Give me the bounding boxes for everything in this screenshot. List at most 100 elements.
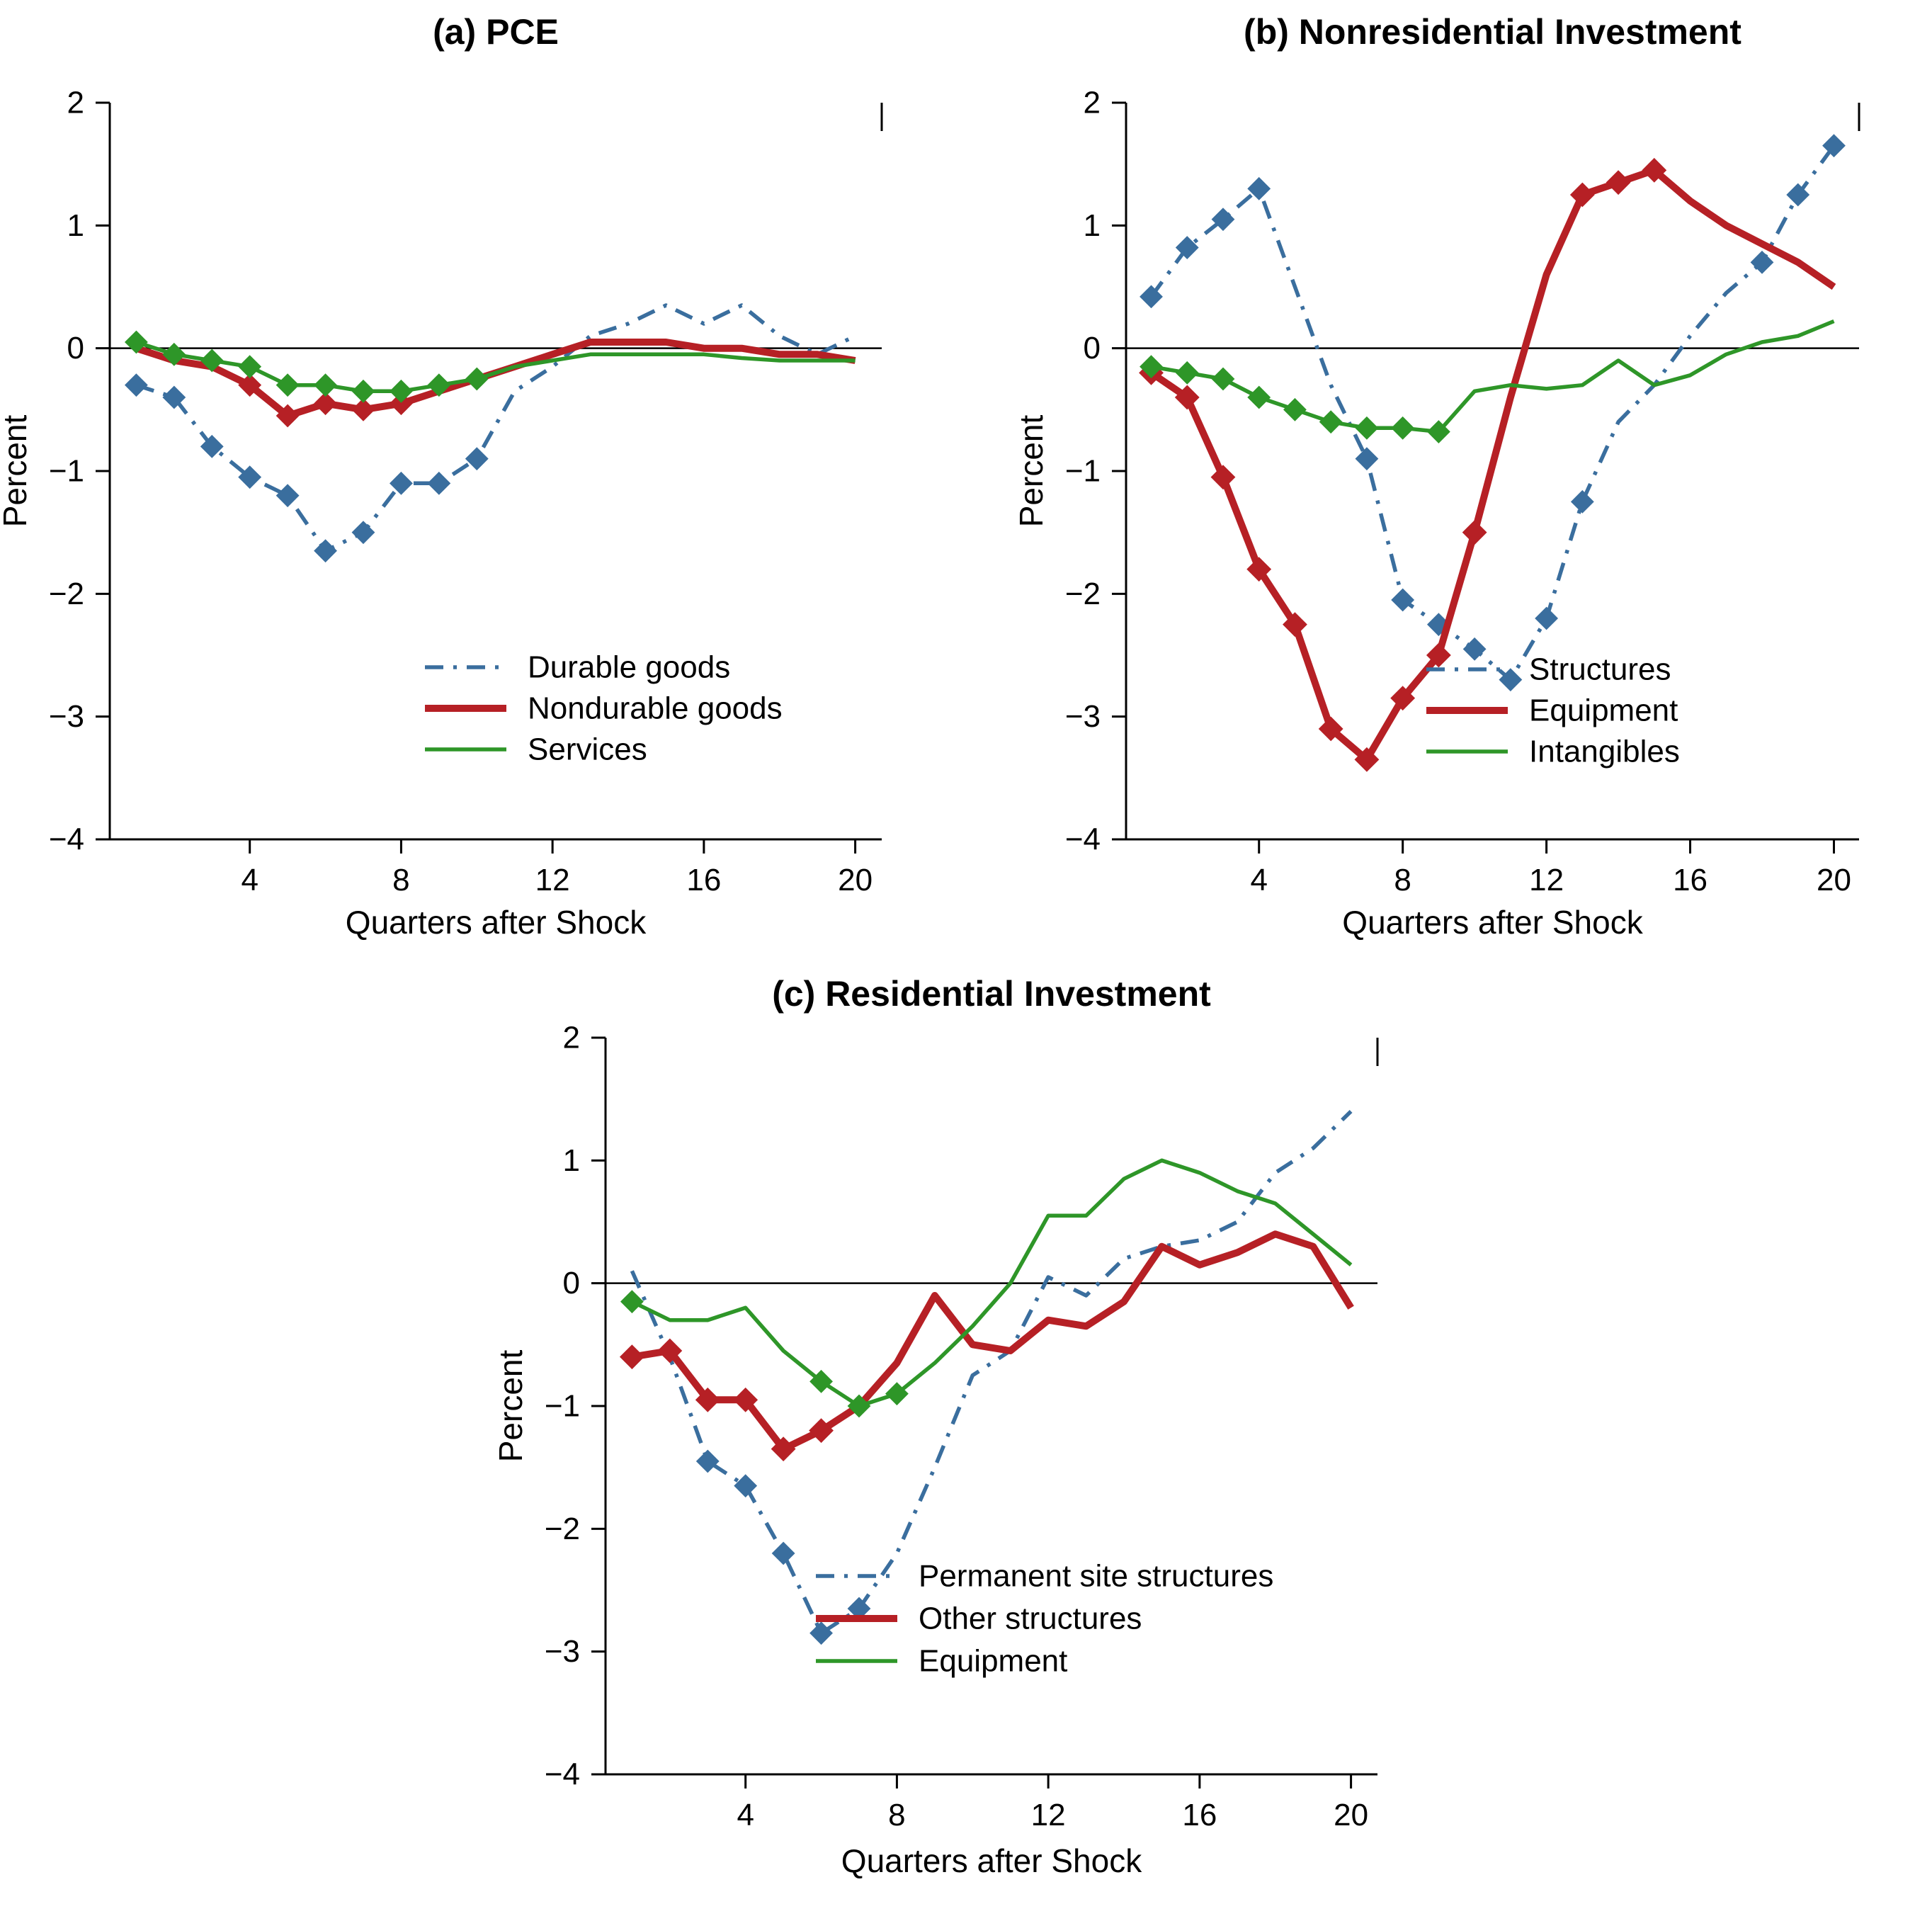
marker-diamond xyxy=(1210,465,1236,490)
y-tick-label: 2 xyxy=(67,86,84,120)
y-tick-label: −3 xyxy=(545,1634,580,1669)
marker-diamond xyxy=(1319,410,1343,434)
y-axis-label: Percent xyxy=(1013,415,1050,528)
x-tick-label: 16 xyxy=(1182,1798,1217,1832)
legend: Permanent site structures Other structure… xyxy=(816,1559,1273,1679)
marker-diamond xyxy=(238,355,262,379)
y-tick-label: 0 xyxy=(67,331,84,365)
marker-diamond xyxy=(695,1449,720,1473)
y-tick-label: 1 xyxy=(67,208,84,243)
marker-diamond xyxy=(771,1541,795,1565)
legend-label: Equipment xyxy=(1529,693,1678,728)
marker-diamond xyxy=(314,373,337,397)
marker-diamond xyxy=(275,484,300,508)
y-tick-label: 0 xyxy=(1084,331,1101,365)
marker-diamond xyxy=(1246,557,1272,582)
marker-diamond xyxy=(1283,612,1307,637)
legend-label: Services xyxy=(528,732,647,767)
marker-diamond xyxy=(275,373,300,397)
x-tick-label: 4 xyxy=(1250,863,1267,897)
marker-diamond xyxy=(1569,182,1595,208)
marker-diamond xyxy=(620,1290,644,1314)
marker-diamond xyxy=(733,1387,758,1412)
marker-diamond xyxy=(314,392,337,416)
x-tick-label: 16 xyxy=(1673,863,1707,897)
legend: Durable goods Nondurable goods Services xyxy=(425,650,783,767)
marker-diamond xyxy=(124,330,148,354)
marker-diamond xyxy=(1247,385,1271,409)
panel-residential-investment: −4 −3 −2 −1 0 1 2 4 8 12 16 20 (c) Residential Inves… xyxy=(483,958,1449,1916)
marker-diamond xyxy=(1355,416,1379,440)
marker-diamond xyxy=(809,1369,833,1393)
marker-diamond xyxy=(1570,489,1594,514)
marker-diamond xyxy=(351,521,375,545)
panel-pce: −4 −3 −2 −1 0 1 2 4 8 12 16 20 (a) PCE Quarters after… xyxy=(0,0,966,962)
x-tick-label: 20 xyxy=(1334,1798,1368,1832)
marker-diamond xyxy=(124,373,148,397)
x-tick-label: 8 xyxy=(1394,863,1411,897)
marker-diamond xyxy=(275,404,300,428)
marker-diamond xyxy=(1822,134,1846,158)
chart-title: (b) Nonresidential Investment xyxy=(1244,12,1741,52)
marker-diamond xyxy=(390,392,413,416)
marker-diamond xyxy=(427,471,451,495)
marker-diamond xyxy=(771,1436,796,1462)
marker-diamond xyxy=(657,1338,683,1364)
marker-diamond xyxy=(1426,420,1450,443)
marker-diamond xyxy=(238,373,262,397)
marker-diamond xyxy=(351,397,375,421)
y-tick-label: 2 xyxy=(1084,86,1101,120)
series-line-other-structures xyxy=(631,1230,1354,1453)
marker-diamond xyxy=(809,1418,834,1444)
legend-label: Equipment xyxy=(919,1644,1067,1679)
y-tick-label: −1 xyxy=(1065,454,1101,489)
marker-diamond xyxy=(200,348,224,373)
x-tick-label: 4 xyxy=(241,863,258,897)
x-tick-label: 16 xyxy=(686,863,721,897)
chart-title: (a) PCE xyxy=(433,12,559,52)
marker-diamond xyxy=(1462,637,1487,661)
series-line-structures xyxy=(1149,144,1836,682)
marker-diamond xyxy=(1354,747,1380,772)
legend-label: Intangibles xyxy=(1529,735,1680,769)
marker-diamond xyxy=(1750,250,1774,274)
marker-diamond xyxy=(427,373,451,397)
y-tick-label: −3 xyxy=(49,699,84,734)
marker-diamond xyxy=(1355,447,1379,471)
marker-diamond xyxy=(1247,176,1271,200)
marker-diamond xyxy=(885,1382,909,1406)
marker-diamond xyxy=(1391,588,1415,612)
marker-diamond xyxy=(1642,157,1667,183)
y-tick-label: −3 xyxy=(1065,699,1101,734)
marker-diamond xyxy=(1283,397,1307,421)
legend-label: Structures xyxy=(1529,652,1671,687)
marker-diamond xyxy=(1175,361,1199,385)
chart-title: (c) Residential Investment xyxy=(772,974,1211,1014)
series-line-durable-goods xyxy=(135,303,856,553)
y-tick-label: 1 xyxy=(1084,208,1101,243)
marker-diamond xyxy=(1140,355,1163,379)
y-tick-label: −4 xyxy=(1065,822,1101,857)
x-tick-label: 20 xyxy=(1817,863,1851,897)
marker-diamond xyxy=(1211,208,1235,232)
marker-diamond xyxy=(162,342,186,366)
y-tick-label: −1 xyxy=(49,454,84,489)
marker-diamond xyxy=(695,1387,720,1412)
x-tick-label: 8 xyxy=(888,1798,905,1832)
marker-diamond xyxy=(847,1394,871,1418)
marker-diamond xyxy=(162,385,186,409)
x-tick-label: 8 xyxy=(392,863,409,897)
legend-label: Durable goods xyxy=(528,650,730,685)
marker-diamond xyxy=(619,1344,644,1370)
y-axis-label: Percent xyxy=(492,1350,529,1463)
marker-diamond xyxy=(1462,520,1487,545)
marker-diamond xyxy=(1390,686,1416,711)
marker-diamond xyxy=(1606,170,1631,195)
y-tick-label: −4 xyxy=(545,1757,580,1792)
marker-diamond xyxy=(390,379,413,403)
marker-diamond xyxy=(1318,716,1343,742)
